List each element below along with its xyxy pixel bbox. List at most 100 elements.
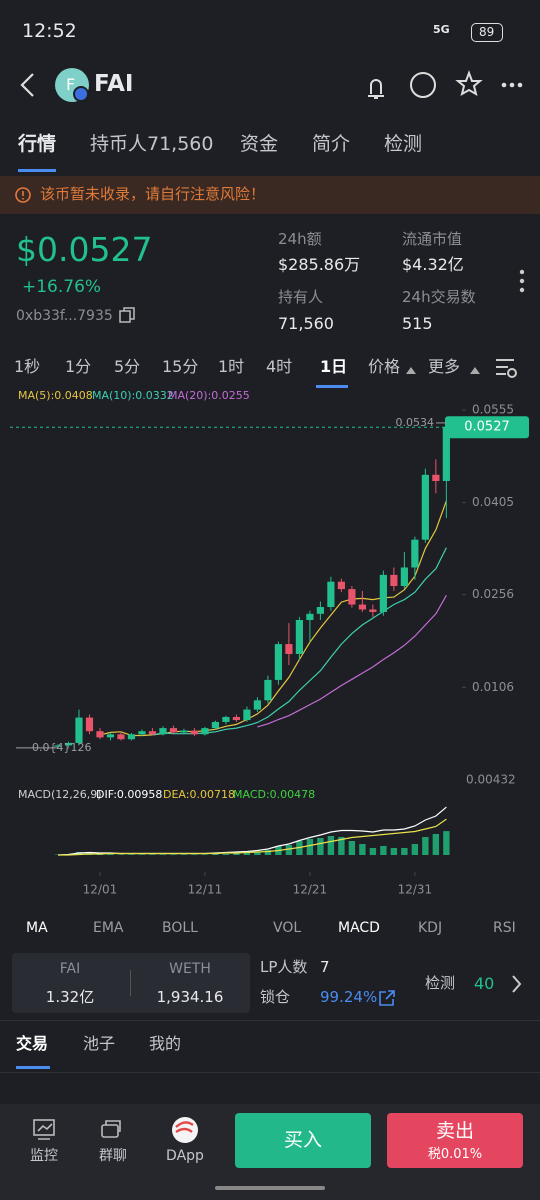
stat-value: $285.86万 xyxy=(278,255,361,274)
chain-badge xyxy=(73,86,89,102)
status-network: 5G xyxy=(433,23,450,36)
sell-button[interactable] xyxy=(387,1113,523,1168)
candle-body xyxy=(222,716,230,722)
candle-body xyxy=(54,745,62,747)
candle-body xyxy=(169,728,178,733)
token-icon-letter: F xyxy=(66,75,76,94)
interval-indicator xyxy=(316,385,348,388)
lock-label: 锁仓 xyxy=(260,988,291,1006)
kline-chart: MA(5):0.0408 MA(10):0.0332 MA(20):0.0255… xyxy=(10,389,529,897)
indicator[interactable]: BOLL xyxy=(162,920,198,936)
alert-button[interactable] xyxy=(368,79,384,99)
macd-bar xyxy=(369,848,377,855)
lock-value[interactable]: 99.24% xyxy=(320,988,378,1006)
macd-bar xyxy=(107,854,114,855)
dif-line xyxy=(57,806,447,856)
buy-button[interactable] xyxy=(235,1113,371,1168)
lp-label: LP人数 xyxy=(260,958,308,976)
nav-item[interactable]: DApp xyxy=(166,1148,204,1164)
indicator[interactable]: VOL xyxy=(273,920,302,936)
copy-button[interactable] xyxy=(118,306,138,326)
tab[interactable]: 资金 xyxy=(240,133,279,155)
candle-body xyxy=(421,474,429,540)
high-label: 0.0534 xyxy=(396,416,435,429)
nav-item[interactable]: 监控 xyxy=(30,1148,58,1164)
nav-item[interactable]: 群聊 xyxy=(99,1148,127,1164)
interval-selected[interactable]: 1日 xyxy=(320,357,348,376)
divider xyxy=(130,970,131,996)
indicator[interactable]: RSI xyxy=(493,920,516,936)
indicator[interactable]: MACD xyxy=(338,920,380,936)
x-tick-label: 12/01 xyxy=(83,883,118,897)
warning-icon xyxy=(15,187,31,203)
macd-bar xyxy=(380,846,387,855)
macd-bar xyxy=(212,854,219,855)
speed-button[interactable] xyxy=(410,72,436,98)
ma-label: MA(10):0.0332 xyxy=(92,389,174,402)
bottom-tab[interactable]: 交易 xyxy=(16,1034,49,1053)
indicator[interactable]: KDJ xyxy=(418,920,443,936)
y-tick-label: 0.0106 xyxy=(472,680,514,694)
candle-body xyxy=(85,717,94,732)
stat-label: 流通市值 xyxy=(402,230,463,248)
y-tick-label: 0.0405 xyxy=(472,495,514,509)
interval[interactable]: 1秒 xyxy=(14,357,41,376)
interval[interactable]: 价格 xyxy=(368,357,401,376)
interval[interactable]: 4时 xyxy=(266,357,293,376)
link-icon[interactable] xyxy=(378,989,396,1007)
warning-bar xyxy=(0,176,540,214)
macd-bar xyxy=(117,854,125,855)
check-label[interactable]: 检测 xyxy=(425,974,456,992)
stat-label: 持有人 xyxy=(278,288,324,306)
candle-body xyxy=(306,613,314,620)
warning-text: 该币暂未收录，请自行注意风险！ xyxy=(40,185,266,203)
tab[interactable]: 检测 xyxy=(384,133,423,155)
more-button[interactable] xyxy=(501,82,523,88)
macd-bar xyxy=(327,836,335,855)
back-button[interactable] xyxy=(20,73,34,97)
ma-line xyxy=(257,595,447,728)
dea-line xyxy=(58,818,447,856)
pool-card xyxy=(12,953,250,1013)
buy-label[interactable]: 买入 xyxy=(283,1129,323,1151)
low-label: 0.0{4}126 xyxy=(32,741,92,754)
stat-label: 24h额 xyxy=(278,230,322,248)
candle-body xyxy=(190,730,199,735)
macd-bar xyxy=(317,838,324,855)
tab[interactable]: 行情 xyxy=(18,133,57,155)
candle-body xyxy=(75,717,83,743)
tab[interactable]: 简介 xyxy=(312,133,351,155)
interval[interactable]: 更多 xyxy=(428,357,461,376)
candle-body xyxy=(201,728,209,735)
chart-settings[interactable] xyxy=(494,356,520,380)
macd-bar xyxy=(390,848,398,855)
last-price-label: 0.0527 xyxy=(464,420,510,435)
indicator[interactable]: MA xyxy=(26,920,48,936)
interval[interactable]: 1时 xyxy=(218,357,245,376)
stats-menu[interactable] xyxy=(516,268,528,294)
interval[interactable]: 5分 xyxy=(114,357,141,376)
status-time: 12:52 xyxy=(22,20,77,42)
dropdown-arrows xyxy=(406,367,480,374)
candle-body xyxy=(390,574,398,587)
candle-body xyxy=(180,730,188,733)
interval[interactable]: 15分 xyxy=(162,357,199,376)
chevron[interactable] xyxy=(510,974,524,994)
macd-bar xyxy=(443,831,450,855)
tab[interactable]: 持币人71,560 xyxy=(90,133,214,155)
macd-bar xyxy=(128,854,135,855)
favorite-button[interactable] xyxy=(455,70,483,97)
check-value[interactable]: 40 xyxy=(474,974,495,993)
interval[interactable]: 1分 xyxy=(65,357,92,376)
sell-label[interactable]: 卖出 xyxy=(435,1120,475,1142)
candle-body xyxy=(411,539,419,568)
pool-token: WETH xyxy=(169,961,211,977)
indicator[interactable]: EMA xyxy=(93,920,124,936)
candle-body xyxy=(232,716,241,721)
bottom-tab[interactable]: 我的 xyxy=(149,1034,182,1053)
bottom-tab[interactable]: 池子 xyxy=(83,1034,116,1053)
candle-body xyxy=(358,604,366,610)
macd-label: DIF:0.00958 xyxy=(96,788,162,801)
candle-body xyxy=(253,700,262,710)
